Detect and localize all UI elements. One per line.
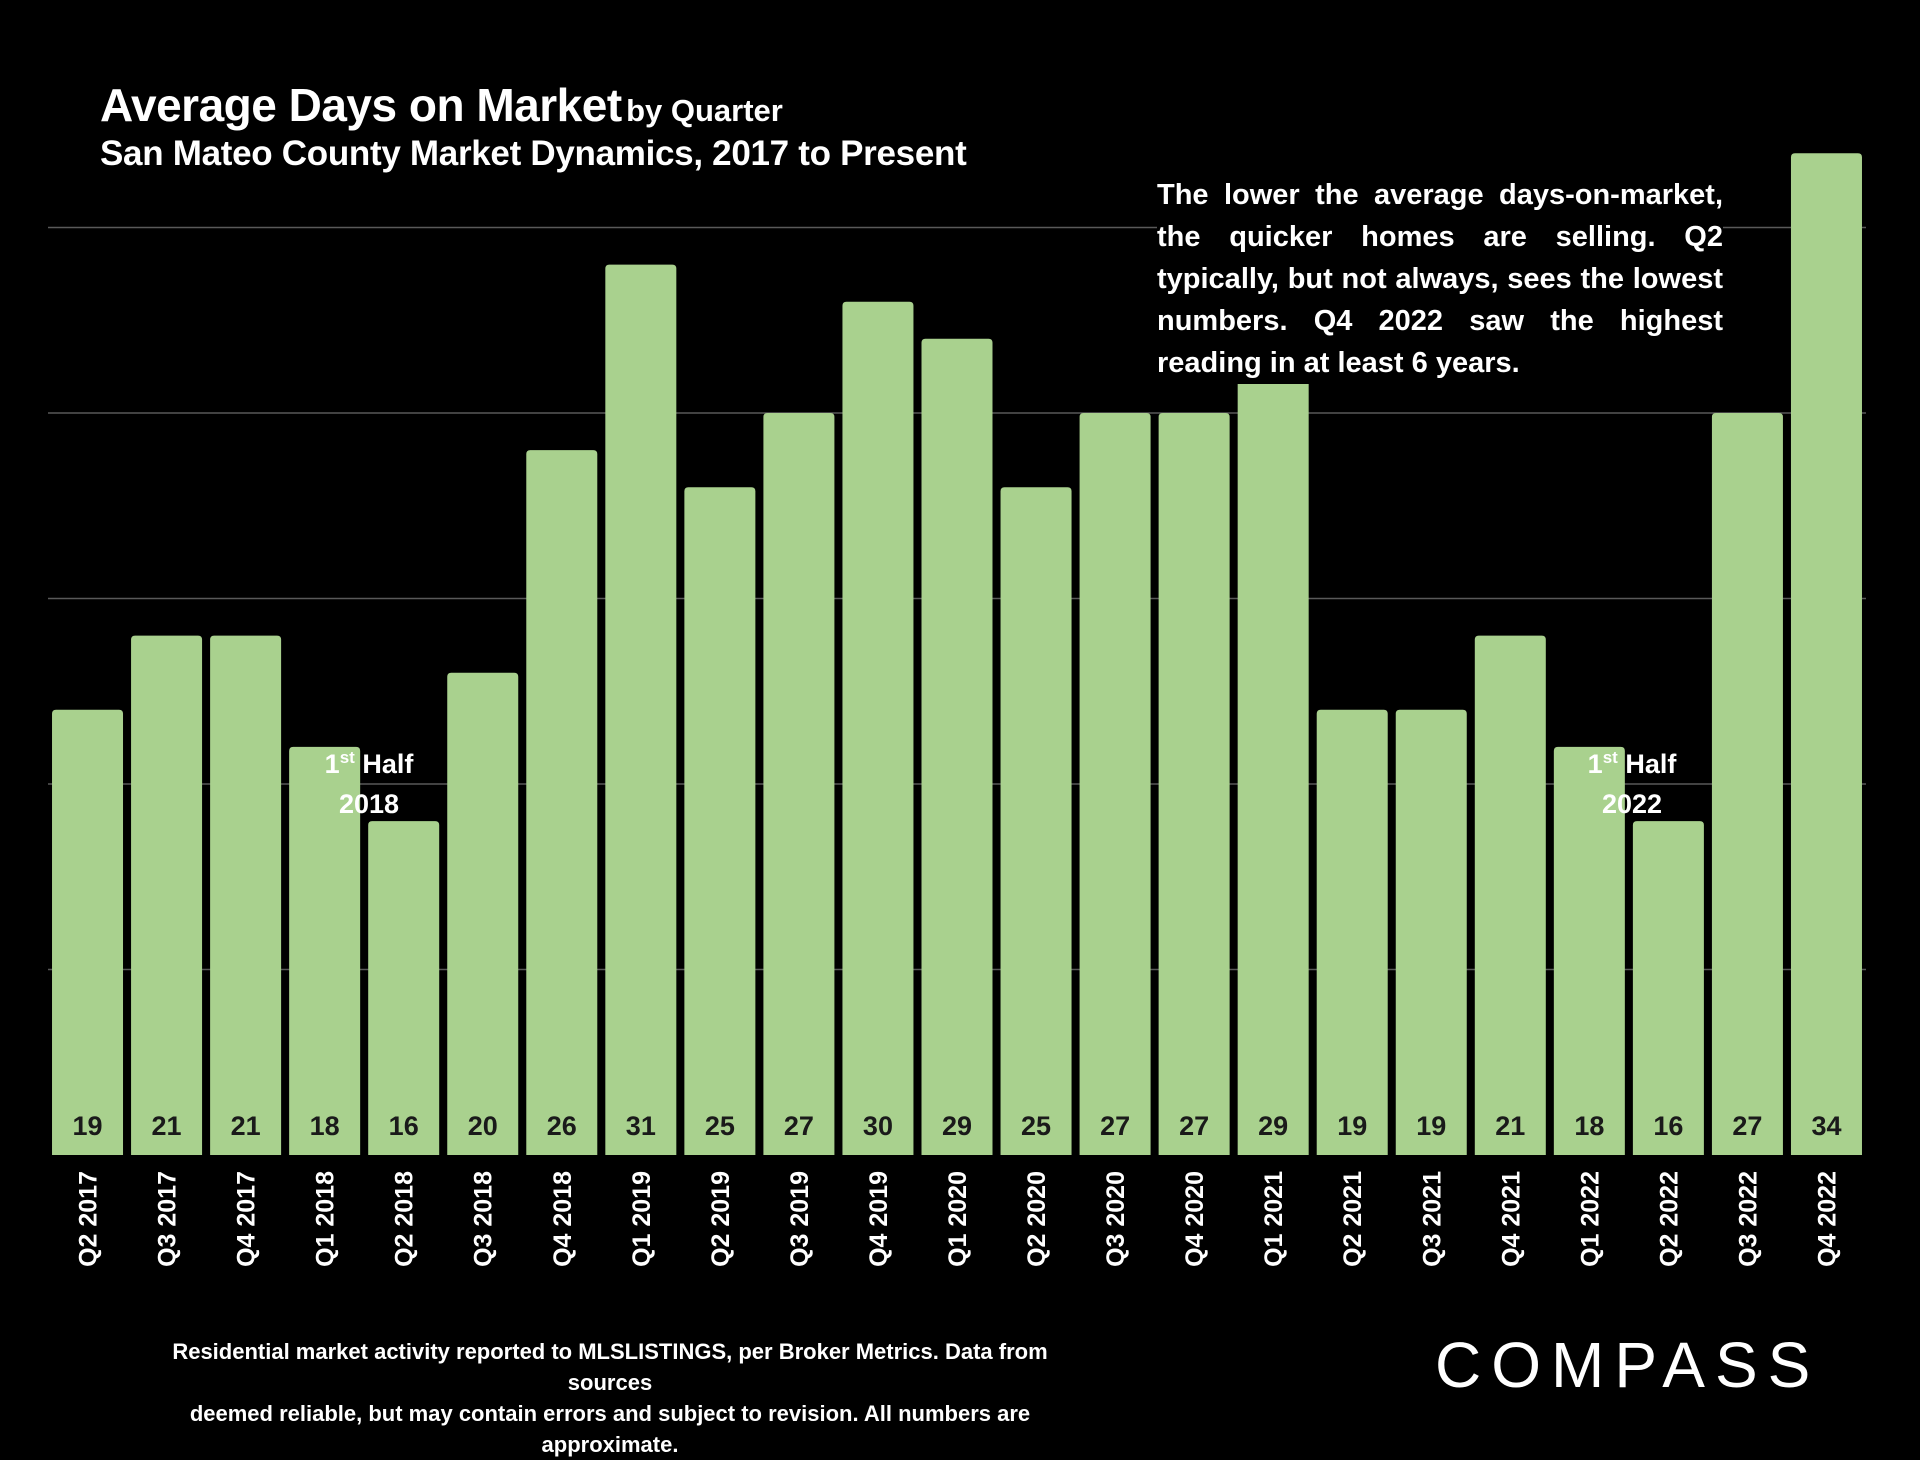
bar-value-label: 27: [1732, 1111, 1762, 1141]
x-tick-label: Q1 2018: [312, 1171, 340, 1267]
compass-logo: COMPASS: [1435, 1329, 1821, 1401]
bar-q3-2020: [1079, 413, 1151, 1155]
bar-q1-2021: [1237, 338, 1309, 1155]
bar-q4-2020: [1158, 413, 1230, 1155]
x-tick-label: Q3 2021: [1418, 1171, 1446, 1267]
footnote-line-1: Residential market activity reported to …: [172, 1339, 1048, 1395]
x-tick-label: Q3 2022: [1734, 1171, 1762, 1267]
bar-value-label: 29: [1258, 1111, 1288, 1141]
bar-q4-2018: [526, 450, 598, 1156]
bar-q2-2018: [368, 821, 440, 1155]
x-tick-label: Q4 2022: [1813, 1171, 1841, 1267]
bar-q4-2022: [1790, 153, 1862, 1156]
bar-value-label: 34: [1811, 1111, 1841, 1141]
bar-value-label: 21: [152, 1111, 182, 1141]
x-tick-label: Q3 2017: [154, 1171, 182, 1267]
title-main: Average Days on Market: [100, 79, 622, 131]
bar-value-label: 31: [626, 1111, 656, 1141]
x-tick-label: Q4 2017: [233, 1171, 261, 1267]
bar-value-label: 19: [1337, 1111, 1367, 1141]
bar-q3-2019: [763, 413, 835, 1155]
bar-value-label: 21: [1495, 1111, 1525, 1141]
footnote-line-2: deemed reliable, but may contain errors …: [189, 1401, 1031, 1457]
chart-subtitle: San Mateo County Market Dynamics, 2017 t…: [100, 134, 967, 173]
x-tick-label: Q4 2020: [1181, 1171, 1209, 1267]
bar-value-label: 25: [1021, 1111, 1051, 1141]
source-footnote: Residential market activity reported to …: [130, 1336, 1090, 1460]
bar-q2-2019: [684, 487, 756, 1155]
bar-value-label: 29: [942, 1111, 972, 1141]
bar-value-label: 30: [863, 1111, 893, 1141]
x-tick-label: Q4 2021: [1497, 1171, 1525, 1267]
half-label-2022: 1st Half 2022: [1587, 748, 1677, 819]
x-tick-label: Q1 2019: [628, 1171, 656, 1267]
x-tick-label: Q2 2022: [1655, 1171, 1683, 1267]
annotation-text: The lower the average days-on-market, th…: [1157, 174, 1723, 384]
bar-q3-2017: [131, 635, 203, 1155]
x-tick-label: Q3 2020: [1102, 1171, 1130, 1267]
bar-q1-2018: [289, 746, 361, 1155]
bar-value-label: 19: [72, 1111, 102, 1141]
bar-value-label: 27: [1179, 1111, 1209, 1141]
bar-q2-2017: [52, 709, 124, 1155]
bar-q4-2017: [210, 635, 282, 1155]
bar-value-label: 16: [1653, 1111, 1683, 1141]
chart-title: Average Days on Market by Quarter: [100, 78, 783, 132]
x-tick-label: Q2 2017: [75, 1171, 103, 1267]
bar-q4-2019: [842, 301, 914, 1155]
bar-q2-2021: [1316, 709, 1388, 1155]
x-tick-label: Q2 2019: [707, 1171, 735, 1267]
bar-value-label: 21: [231, 1111, 261, 1141]
x-tick-label: Q3 2018: [470, 1171, 498, 1267]
x-tick-label: Q4 2018: [549, 1171, 577, 1267]
bar-value-label: 25: [705, 1111, 735, 1141]
half-label-2018: 1st Half 2018: [324, 748, 414, 819]
bar-q3-2021: [1395, 709, 1467, 1155]
bar-q1-2019: [605, 264, 677, 1156]
bar-q3-2022: [1711, 413, 1783, 1155]
bar-value-label: 18: [310, 1111, 340, 1141]
bar-q2-2022: [1632, 821, 1704, 1155]
bar-value-label: 26: [547, 1111, 577, 1141]
x-tick-label: Q2 2020: [1023, 1171, 1051, 1267]
bar-value-label: 20: [468, 1111, 498, 1141]
bar-q1-2022: [1553, 746, 1625, 1155]
bar-q4-2021: [1474, 635, 1546, 1155]
x-tick-label: Q1 2021: [1260, 1171, 1288, 1267]
x-tick-label: Q3 2019: [786, 1171, 814, 1267]
bar-q2-2020: [1000, 487, 1072, 1155]
x-tick-label: Q2 2021: [1339, 1171, 1367, 1267]
x-tick-label: Q1 2020: [944, 1171, 972, 1267]
bar-value-label: 18: [1574, 1111, 1604, 1141]
x-tick-label: Q4 2019: [865, 1171, 893, 1267]
x-tick-label: Q1 2022: [1576, 1171, 1604, 1267]
bar-value-label: 16: [389, 1111, 419, 1141]
bar-value-label: 19: [1416, 1111, 1446, 1141]
bar-value-label: 27: [784, 1111, 814, 1141]
bar-q1-2020: [921, 338, 993, 1155]
bar-q3-2018: [447, 672, 519, 1155]
x-tick-label: Q2 2018: [391, 1171, 419, 1267]
title-suffix: by Quarter: [626, 93, 783, 128]
bar-value-label: 27: [1100, 1111, 1130, 1141]
